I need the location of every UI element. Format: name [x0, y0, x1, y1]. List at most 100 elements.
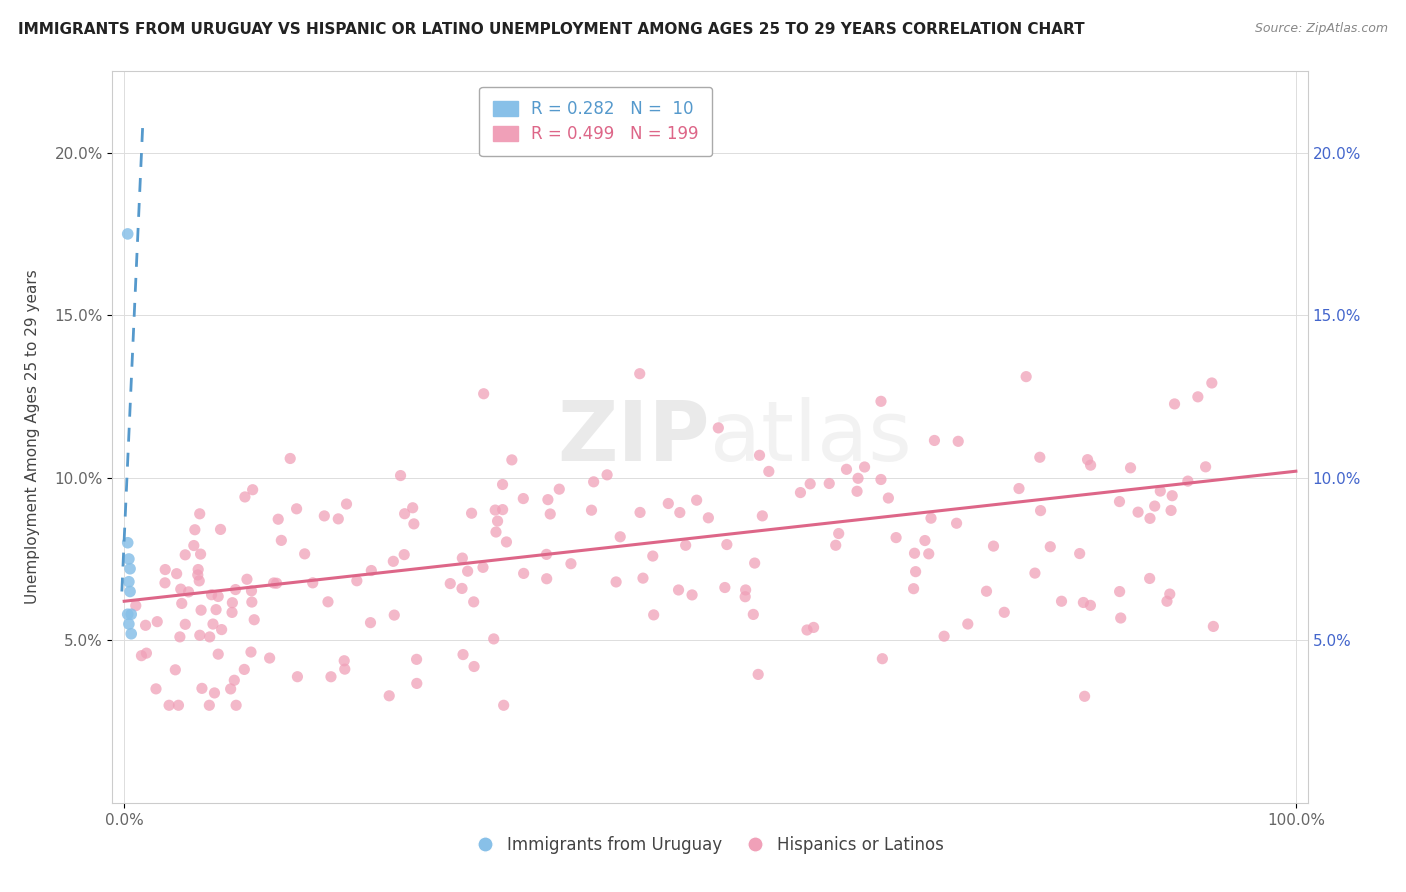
Point [333, 654, 356, 668]
Point [188, 507, 211, 521]
Point [225, 698, 247, 713]
Point [581, 503, 603, 517]
Point [903, 546, 925, 560]
Point [190, 547, 212, 561]
Point [870, 473, 893, 487]
Point [183, 539, 205, 553]
Point [294, 547, 316, 561]
Point [382, 554, 405, 568]
Point [1015, 369, 1038, 384]
Point [118, 552, 141, 566]
Point [287, 670, 309, 684]
Point [537, 492, 560, 507]
Point [846, 484, 869, 499]
Point [233, 662, 256, 676]
Point [628, 505, 651, 519]
Point [157, 698, 180, 713]
Point [1149, 484, 1171, 499]
Point [170, 597, 193, 611]
Point [1080, 458, 1102, 472]
Point [596, 467, 619, 482]
Point [1108, 494, 1130, 508]
Point [278, 451, 301, 466]
Point [120, 562, 141, 576]
Point [451, 648, 474, 662]
Point [1029, 450, 1052, 465]
Point [460, 506, 482, 520]
Point [484, 503, 506, 517]
Point [904, 565, 927, 579]
Point [165, 663, 187, 677]
Point [240, 595, 263, 609]
Point [191, 681, 214, 696]
Point [125, 599, 148, 613]
Point [491, 477, 513, 491]
Point [803, 620, 825, 634]
Point [463, 595, 485, 609]
Point [748, 448, 770, 462]
Point [605, 574, 627, 589]
Point [734, 590, 756, 604]
Point [789, 485, 811, 500]
Point [240, 583, 263, 598]
Y-axis label: Unemployment Among Ages 25 to 29 years: Unemployment Among Ages 25 to 29 years [25, 269, 41, 605]
Point [877, 491, 900, 505]
Point [538, 507, 561, 521]
Point [328, 512, 350, 526]
Point [259, 651, 281, 665]
Point [1202, 619, 1225, 633]
Point [924, 434, 946, 448]
Point [1073, 595, 1095, 609]
Point [457, 564, 479, 578]
Point [117, 227, 139, 241]
Point [734, 582, 756, 597]
Point [402, 516, 425, 531]
Point [914, 533, 936, 548]
Point [1119, 460, 1142, 475]
Point [1143, 499, 1166, 513]
Point [174, 617, 197, 632]
Point [209, 523, 232, 537]
Point [1029, 503, 1052, 517]
Point [207, 590, 229, 604]
Point [221, 596, 243, 610]
Point [1073, 690, 1095, 704]
Point [1109, 611, 1132, 625]
Point [716, 537, 738, 551]
Point [1159, 587, 1181, 601]
Point [492, 698, 515, 713]
Text: ZIP: ZIP [558, 397, 710, 477]
Point [1201, 376, 1223, 390]
Point [145, 681, 167, 696]
Point [675, 538, 697, 552]
Point [1194, 459, 1216, 474]
Point [1108, 584, 1130, 599]
Point [697, 511, 720, 525]
Point [389, 468, 412, 483]
Point [1069, 547, 1091, 561]
Point [1139, 511, 1161, 525]
Point [166, 566, 188, 581]
Point [117, 535, 139, 549]
Text: IMMIGRANTS FROM URUGUAY VS HISPANIC OR LATINO UNEMPLOYMENT AMONG AGES 25 TO 29 Y: IMMIGRANTS FROM URUGUAY VS HISPANIC OR L… [18, 22, 1085, 37]
Point [643, 607, 665, 622]
Point [976, 584, 998, 599]
Point [266, 576, 288, 591]
Point [243, 613, 266, 627]
Point [221, 606, 243, 620]
Point [631, 571, 654, 585]
Point [167, 698, 190, 713]
Point [240, 645, 263, 659]
Point [501, 453, 523, 467]
Point [472, 386, 495, 401]
Point [118, 617, 141, 632]
Point [378, 689, 401, 703]
Point [155, 563, 177, 577]
Point [669, 506, 692, 520]
Point [219, 681, 242, 696]
Point [948, 434, 970, 449]
Point [335, 497, 357, 511]
Point [314, 508, 336, 523]
Point [548, 482, 571, 496]
Point [1077, 452, 1099, 467]
